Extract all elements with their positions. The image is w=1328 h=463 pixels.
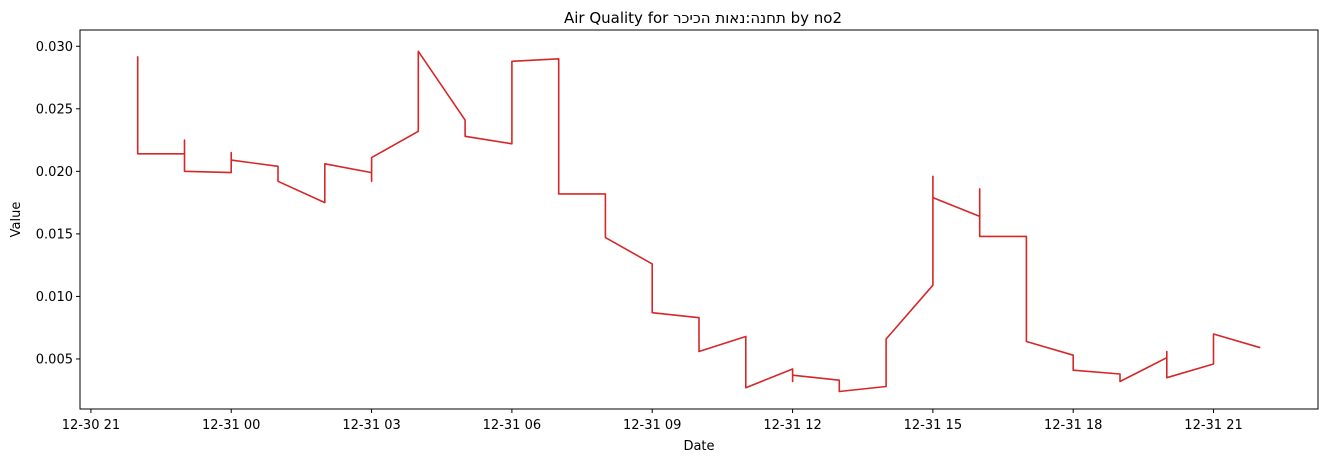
x-tick-label: 12-31 09 xyxy=(623,418,681,433)
x-tick-label: 12-31 00 xyxy=(202,418,260,433)
y-axis: 0.005 0.010 0.015 0.020 0.025 0.030 xyxy=(36,40,80,367)
y-axis-title: Value xyxy=(9,202,24,238)
x-tick-label: 12-31 18 xyxy=(1044,418,1102,433)
y-tick-label: 0.030 xyxy=(36,40,73,55)
x-tick-label: 12-31 03 xyxy=(342,418,400,433)
x-tick-label: 12-30 21 xyxy=(62,418,120,433)
series-line-0 xyxy=(136,50,1261,393)
x-tick-label: 12-31 15 xyxy=(904,418,962,433)
y-tick-label: 0.020 xyxy=(36,165,73,180)
x-tick-label: 12-31 06 xyxy=(483,418,541,433)
x-tick-label: 12-31 21 xyxy=(1184,418,1242,433)
y-tick-label: 0.025 xyxy=(36,102,73,117)
x-axis: 12-30 21 12-31 00 12-31 03 12-31 06 12-31 09… xyxy=(62,409,1243,433)
y-tick-label: 0.005 xyxy=(36,352,73,367)
x-axis-title: Date xyxy=(683,439,714,454)
y-tick-label: 0.010 xyxy=(36,290,73,305)
plot-frame xyxy=(79,29,1319,410)
chart-title: Air Quality for תחנה:נאות הכיכר by no2 xyxy=(564,9,842,27)
plot-area xyxy=(136,50,1261,393)
y-tick-label: 0.015 xyxy=(36,227,73,242)
x-tick-label: 12-31 12 xyxy=(763,418,821,433)
